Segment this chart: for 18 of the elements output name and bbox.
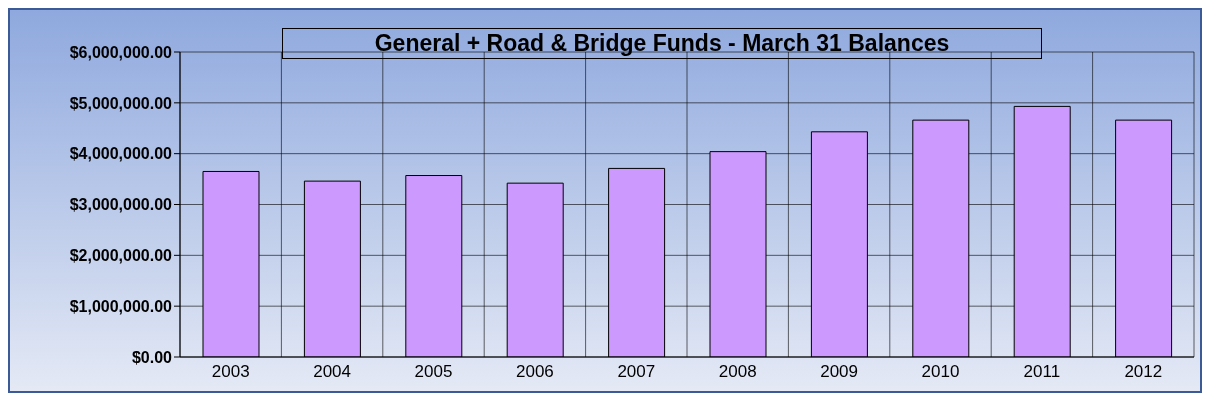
chart-title: General + Road & Bridge Funds - March 31 Balances (282, 28, 1042, 59)
x-tick-label: 2003 (211, 362, 250, 382)
x-tick-label: 2004 (313, 362, 352, 382)
y-tick-label: $2,000,000.00 (69, 247, 173, 265)
x-tick-label: 2008 (718, 362, 757, 382)
x-tick-label: 2011 (1023, 362, 1061, 382)
x-tick-label: 2010 (921, 362, 960, 382)
y-tick-label: $0.00 (131, 348, 173, 366)
y-tick-label: $6,000,000.00 (69, 43, 173, 61)
x-tick-label: 2005 (414, 362, 453, 382)
x-tick-label: 2009 (820, 362, 859, 382)
y-tick-label: $4,000,000.00 (69, 145, 173, 163)
y-tick-label: $1,000,000.00 (69, 297, 173, 315)
y-tick-label: $3,000,000.00 (69, 196, 173, 214)
y-tick-label: $5,000,000.00 (69, 94, 173, 112)
x-tick-label: 2012 (1124, 362, 1163, 382)
x-tick-label: 2006 (515, 362, 554, 382)
x-tick-label: 2007 (617, 362, 656, 382)
